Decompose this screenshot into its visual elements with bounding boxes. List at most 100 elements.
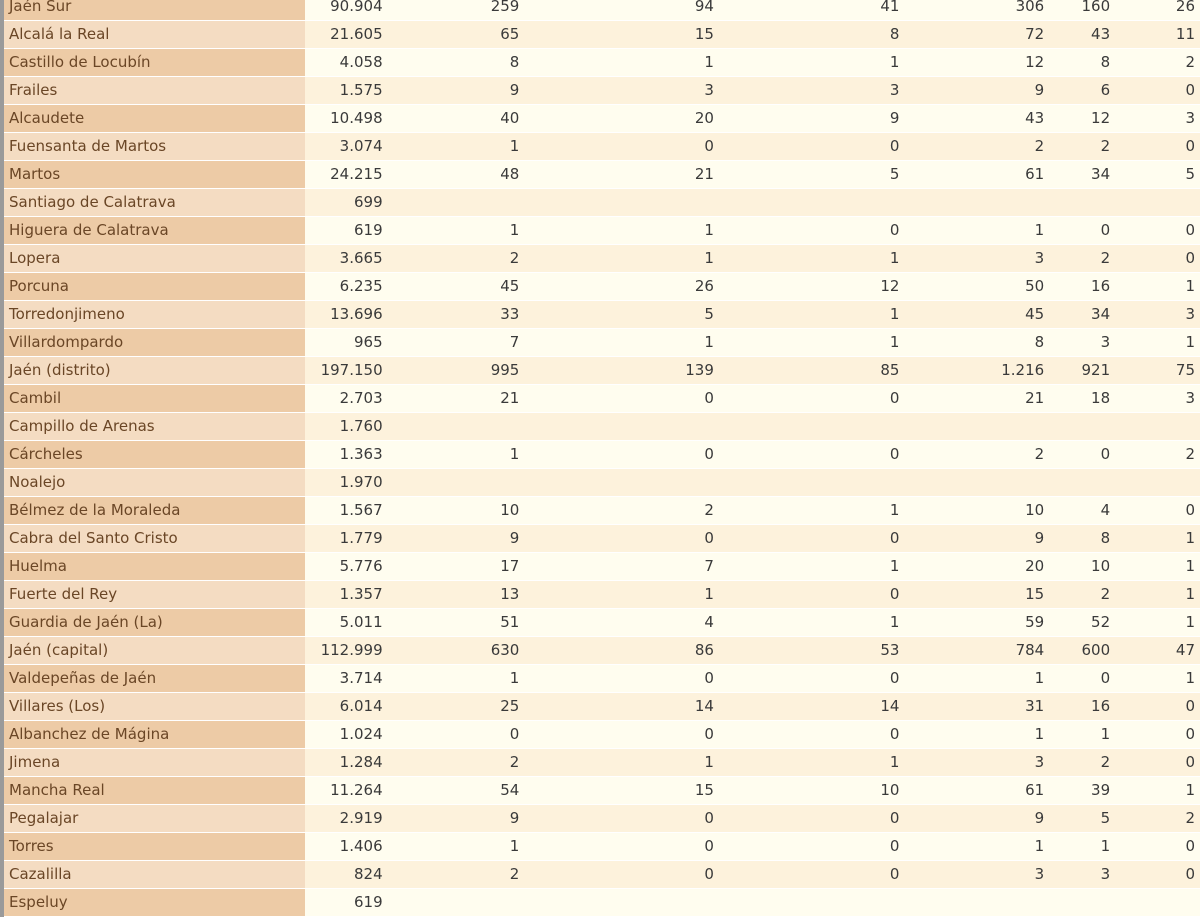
cell-col-1: 1.357 [304,580,388,609]
cell-col-5 [904,412,1050,441]
table-row: Alcaudete 10.498 40 20 9 43 12 3 [2,104,1200,133]
cell-col-1: 6.235 [304,272,388,301]
cell-col-6: 8 [1049,48,1116,77]
cell-col-6: 10 [1049,552,1116,581]
row-label: Cazalilla [2,860,305,889]
cell-col-3: 3 [524,76,719,105]
cell-col-3: 21 [524,160,719,189]
cell-col-7: 75 [1115,356,1200,385]
cell-col-3: 1 [524,244,719,273]
table-row: Cabra del Santo Cristo 1.779 9 0 0 9 8 1 [2,524,1200,553]
cell-col-2: 1 [387,132,525,161]
row-label: Porcuna [2,272,305,301]
table-row: Cazalilla 824 2 0 0 3 3 0 [2,860,1200,889]
table-row: Bélmez de la Moraleda 1.567 10 2 1 10 4 0 [2,496,1200,525]
row-label: Alcaudete [2,104,305,133]
cell-col-3: 5 [524,300,719,329]
cell-col-4: 0 [718,664,905,693]
cell-col-2: 0 [387,720,525,749]
cell-col-4: 1 [718,496,905,525]
cell-col-4: 0 [718,804,905,833]
cell-col-7: 3 [1115,104,1200,133]
cell-col-6: 16 [1049,272,1116,301]
row-label: Frailes [2,76,305,105]
cell-col-6: 52 [1049,608,1116,637]
cell-col-3: 2 [524,496,719,525]
cell-col-6: 3 [1049,860,1116,889]
cell-col-7: 1 [1115,580,1200,609]
cell-col-2: 259 [387,0,525,21]
row-label: Fuensanta de Martos [2,132,305,161]
cell-col-2: 48 [387,160,525,189]
cell-col-3: 0 [524,132,719,161]
cell-col-7: 5 [1115,160,1200,189]
cell-col-1: 197.150 [304,356,388,385]
cell-col-5: 12 [904,48,1050,77]
cell-col-4: 1 [718,552,905,581]
cell-col-4: 0 [718,216,905,245]
cell-col-1: 10.498 [304,104,388,133]
table-row: Lopera 3.665 2 1 1 3 2 0 [2,244,1200,273]
cell-col-1: 3.074 [304,132,388,161]
cell-col-1: 1.779 [304,524,388,553]
cell-col-2: 9 [387,804,525,833]
cell-col-1: 1.284 [304,748,388,777]
cell-col-7: 1 [1115,524,1200,553]
cell-col-7: 0 [1115,720,1200,749]
cell-col-7: 3 [1115,300,1200,329]
cell-col-4: 10 [718,776,905,805]
cell-col-7: 1 [1115,552,1200,581]
cell-col-1: 11.264 [304,776,388,805]
cell-col-7: 2 [1115,440,1200,469]
cell-col-7: 2 [1115,48,1200,77]
row-label: Santiago de Calatrava [2,188,305,217]
cell-col-4: 0 [718,132,905,161]
cell-col-5: 9 [904,76,1050,105]
cell-col-2: 995 [387,356,525,385]
cell-col-7: 26 [1115,0,1200,21]
cell-col-6: 34 [1049,160,1116,189]
cell-col-7: 0 [1115,76,1200,105]
cell-col-3: 4 [524,608,719,637]
row-label: Higuera de Calatrava [2,216,305,245]
cell-col-1: 1.024 [304,720,388,749]
cell-col-3: 139 [524,356,719,385]
cell-col-2: 1 [387,832,525,861]
cell-col-6: 3 [1049,328,1116,357]
cell-col-2: 2 [387,748,525,777]
cell-col-4: 1 [718,748,905,777]
cell-col-6: 0 [1049,216,1116,245]
cell-col-4 [718,888,905,917]
cell-col-2: 40 [387,104,525,133]
cell-col-3: 15 [524,776,719,805]
cell-col-2: 2 [387,860,525,889]
table-row: Santiago de Calatrava 699 [2,188,1200,217]
cell-col-3: 1 [524,580,719,609]
table-row: Pegalajar 2.919 9 0 0 9 5 2 [2,804,1200,833]
cell-col-4: 1 [718,300,905,329]
cell-col-2: 54 [387,776,525,805]
row-label: Jimena [2,748,305,777]
table-row: Valdepeñas de Jaén 3.714 1 0 0 1 0 1 [2,664,1200,693]
table-row: Jimena 1.284 2 1 1 3 2 0 [2,748,1200,777]
cell-col-3: 0 [524,440,719,469]
cell-col-4: 1 [718,608,905,637]
row-label: Cabra del Santo Cristo [2,524,305,553]
cell-col-3 [524,412,719,441]
cell-col-2: 630 [387,636,525,665]
cell-col-1: 824 [304,860,388,889]
cell-col-6: 1 [1049,720,1116,749]
cell-col-6: 5 [1049,804,1116,833]
cell-col-5: 21 [904,384,1050,413]
table-row: Campillo de Arenas 1.760 [2,412,1200,441]
cell-col-6 [1049,468,1116,497]
cell-col-6: 2 [1049,132,1116,161]
cell-col-7: 0 [1115,748,1200,777]
row-label: Huelma [2,552,305,581]
cell-col-5: 9 [904,524,1050,553]
table-row: Castillo de Locubín 4.058 8 1 1 12 8 2 [2,48,1200,77]
cell-col-3: 1 [524,216,719,245]
cell-col-2 [387,888,525,917]
cell-col-3: 26 [524,272,719,301]
cell-col-6: 0 [1049,440,1116,469]
